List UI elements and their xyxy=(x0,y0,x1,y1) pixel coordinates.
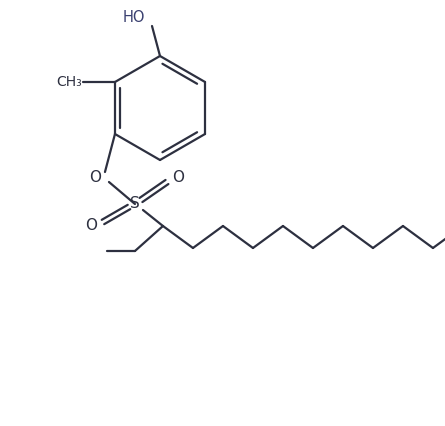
Text: CH₃: CH₃ xyxy=(56,75,82,89)
Text: O: O xyxy=(89,170,101,184)
Text: HO: HO xyxy=(123,11,145,26)
Text: O: O xyxy=(85,219,97,233)
Text: S: S xyxy=(130,196,140,211)
Text: O: O xyxy=(172,170,184,184)
